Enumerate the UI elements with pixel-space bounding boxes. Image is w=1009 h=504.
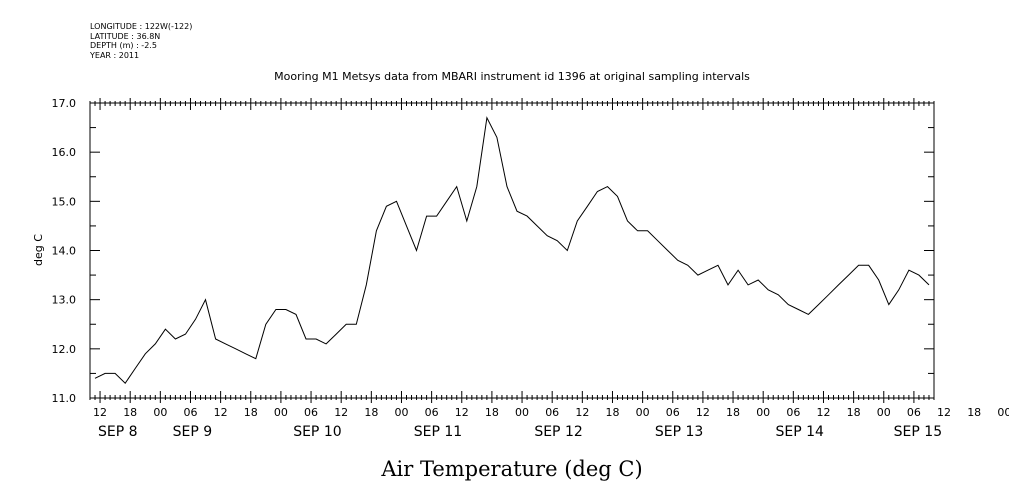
date-label: SEP 11 — [414, 424, 462, 440]
x-tick-label: 12 — [93, 406, 107, 419]
y-tick-label: 17.0 — [52, 97, 77, 110]
x-tick-label: 00 — [394, 406, 408, 419]
y-tick-label: 12.0 — [52, 343, 77, 356]
x-tick-label: 18 — [847, 406, 861, 419]
y-tick-label: 14.0 — [52, 245, 77, 258]
x-tick-label: 12 — [696, 406, 710, 419]
chart-title: Mooring M1 Metsys data from MBARI instru… — [274, 70, 750, 83]
date-label: SEP 15 — [894, 424, 942, 440]
x-tick-label: 00 — [274, 406, 288, 419]
x-tick-label: 06 — [786, 406, 800, 419]
date-label: SEP 9 — [173, 424, 213, 440]
date-label: SEP 14 — [775, 424, 824, 440]
x-tick-label: 12 — [214, 406, 228, 419]
y-axis-label: deg C — [32, 234, 45, 266]
date-label: SEP 13 — [655, 424, 703, 440]
date-label: SEP 12 — [534, 424, 582, 440]
date-label: SEP 8 — [98, 424, 138, 440]
x-tick-label: 06 — [666, 406, 680, 419]
y-tick-label: 11.0 — [52, 392, 77, 405]
year-text: YEAR : 2011 — [90, 50, 140, 60]
x-tick-label: 00 — [636, 406, 650, 419]
series-line — [94, 116, 930, 384]
plot-frame — [89, 102, 935, 399]
x-tick-label: 06 — [304, 406, 318, 419]
x-tick-label: 00 — [997, 406, 1009, 419]
x-tick-label: 12 — [455, 406, 469, 419]
x-tick-label: 18 — [967, 406, 981, 419]
y-tick-label: 13.0 — [52, 294, 77, 307]
longitude-text: LONGITUDE : 122W(-122) — [90, 22, 193, 31]
x-tick-label: 00 — [515, 406, 529, 419]
x-tick-label: 12 — [816, 406, 830, 419]
x-tick-label: 06 — [907, 406, 921, 419]
x-tick-label: 00 — [153, 406, 167, 419]
depth-text: DEPTH (m) : -2.5 — [90, 41, 157, 50]
x-tick-label: 12 — [334, 406, 348, 419]
x-tick-label: 00 — [756, 406, 770, 419]
y-tick-label: 15.0 — [52, 195, 77, 208]
x-tick-label: 12 — [575, 406, 589, 419]
x-tick-label: 18 — [726, 406, 740, 419]
label-group: 11.0 12.0 13.0 14.0 15.0 16.0 17.0 12 18 00 06 12 18… — [52, 97, 1009, 440]
x-tick-label: 06 — [425, 406, 439, 419]
x-tick-label: 18 — [364, 406, 378, 419]
y-tick-label: 16.0 — [52, 146, 77, 159]
date-label: SEP 10 — [293, 424, 341, 440]
x-tick-label: 12 — [937, 406, 951, 419]
x-tick-label: 06 — [545, 406, 559, 419]
x-tick-label: 06 — [183, 406, 197, 419]
x-tick-label: 00 — [877, 406, 891, 419]
x-tick-label: 18 — [485, 406, 499, 419]
latitude-text: LATITUDE : 36.8N — [90, 31, 161, 41]
x-tick-label: 18 — [123, 406, 137, 419]
x-axis-title: Air Temperature (deg C) — [380, 457, 642, 481]
x-tick-label: 18 — [244, 406, 258, 419]
tick-group — [89, 98, 935, 403]
metadata-block: LONGITUDE : 122W(-122) LATITUDE : 36.8N … — [90, 22, 192, 60]
x-tick-label: 18 — [605, 406, 619, 419]
